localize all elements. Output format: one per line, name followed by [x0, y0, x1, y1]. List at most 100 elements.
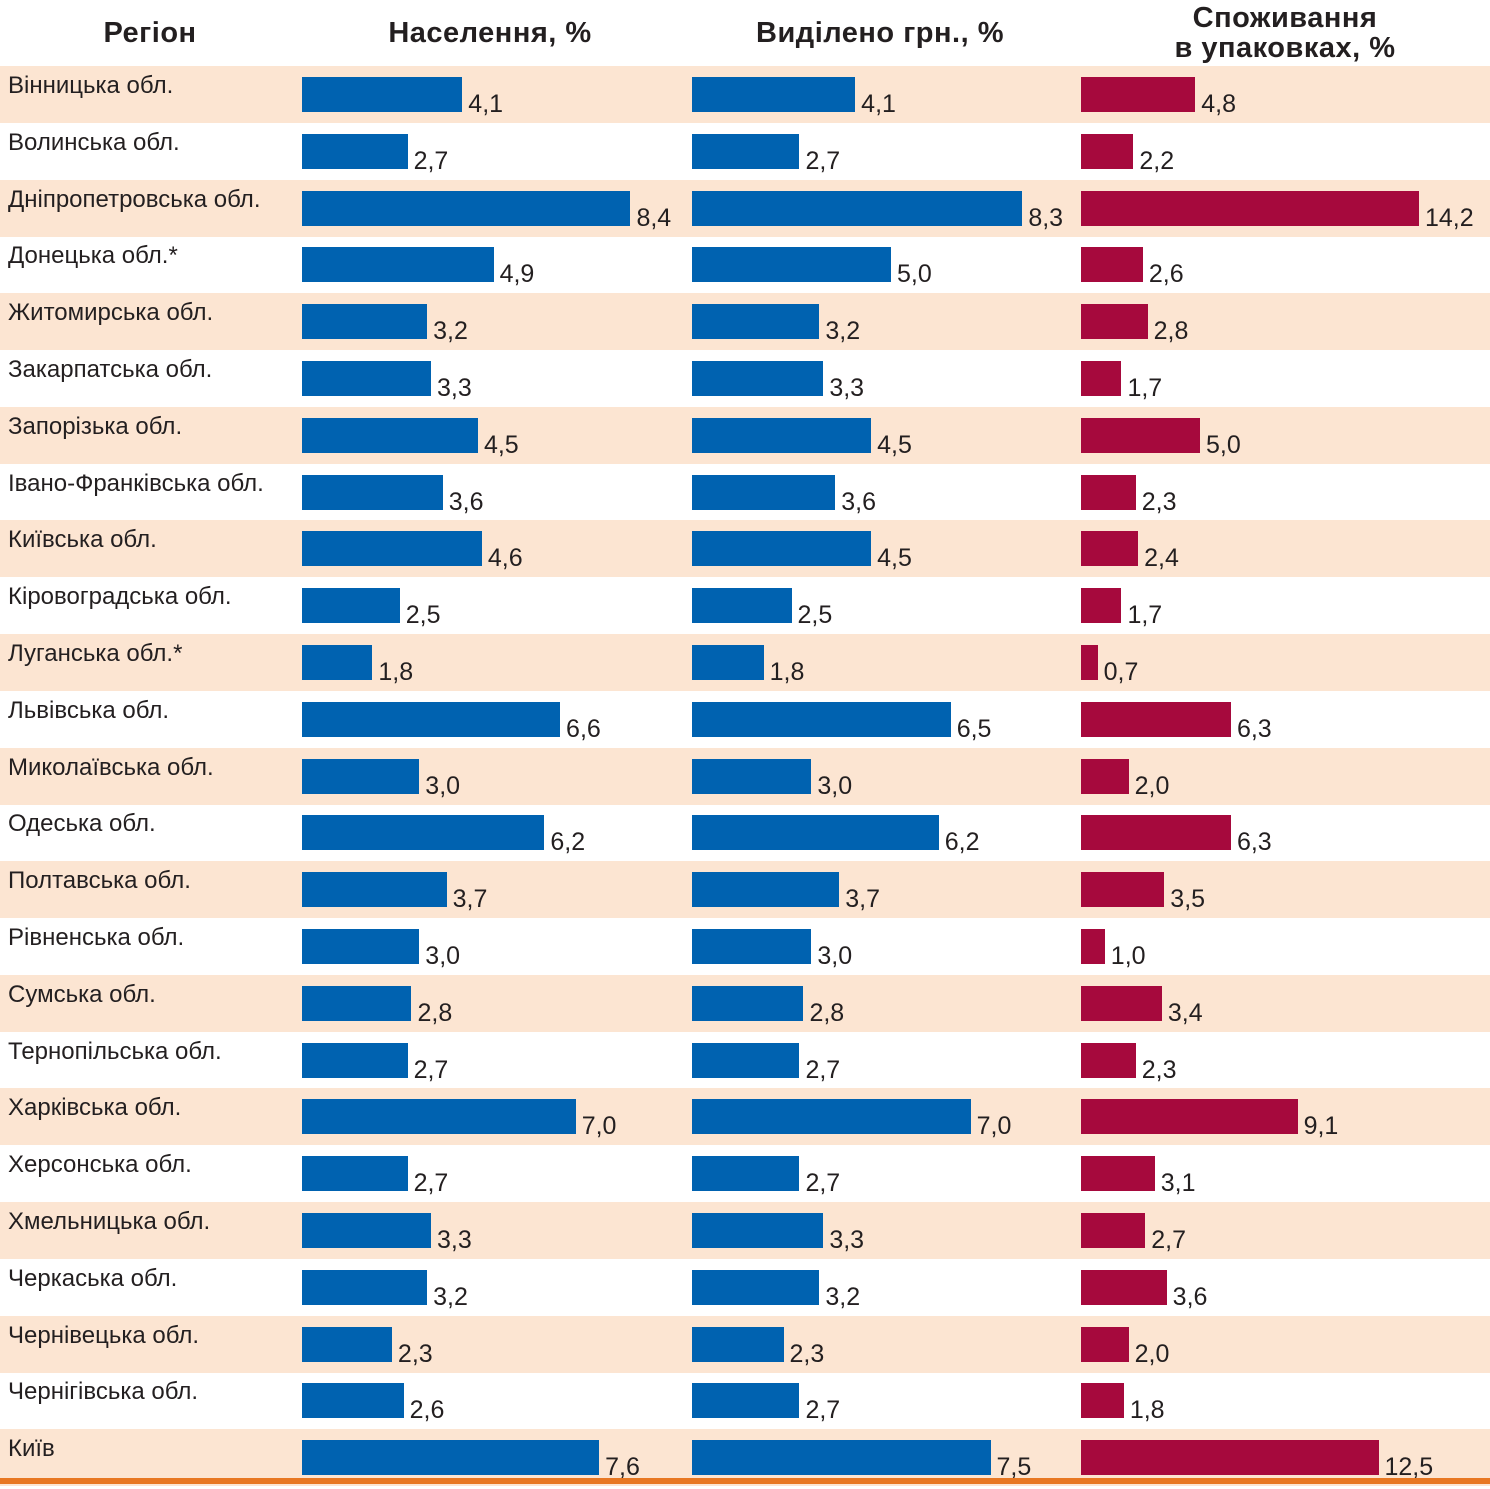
region-label: Чернівецька обл.: [8, 1321, 200, 1349]
allocated-value-label: 3,2: [825, 317, 861, 346]
header-allocated: Виділено грн., %: [756, 17, 1004, 49]
allocated-bar: [692, 1326, 784, 1362]
consumption-bar: [1081, 815, 1231, 851]
population-bar: [302, 872, 447, 908]
allocated-bar: [692, 815, 939, 851]
allocated-value-label: 2,3: [789, 1339, 825, 1368]
allocated-value-label: 4,5: [877, 544, 912, 573]
region-label: Волинська обл.: [8, 128, 180, 156]
chart-row: Запорізька обл. 4,5 4,5 5,0: [0, 406, 1490, 464]
allocated-bar: [692, 1042, 800, 1078]
allocated-value-label: 2,7: [805, 1055, 841, 1084]
population-value-label: 2,3: [397, 1339, 433, 1368]
consumption-bar: [1081, 701, 1231, 737]
chart-row: Одеська обл. 6,2 6,2 6,3: [0, 804, 1490, 861]
population-value-label: 3,6: [448, 487, 484, 516]
consumption-bar: [1081, 190, 1419, 226]
chart-row: Кіровоградська обл. 2,5 2,5 1,7: [0, 577, 1490, 634]
allocated-bar: [692, 985, 804, 1021]
region-label: Сумська обл.: [8, 980, 156, 1008]
region-label: Херсонська обл.: [8, 1151, 192, 1179]
chart-row: Житомирська обл. 3,2 3,2 2,8: [0, 293, 1490, 351]
allocated-value-label: 4,5: [877, 430, 912, 459]
population-value-label: 4,5: [483, 430, 519, 459]
consumption-value-label: 5,0: [1206, 430, 1241, 459]
consumption-bar: [1081, 1099, 1298, 1135]
consumption-value-label: 3,4: [1167, 998, 1203, 1027]
consumption-value-label: 6,3: [1236, 714, 1272, 743]
header-consumption: Споживання в упаковках, %: [1174, 2, 1396, 64]
population-value-label: 6,6: [566, 714, 601, 743]
consumption-value-label: 2,8: [1153, 317, 1189, 346]
chart-row: Чернігівська обл. 2,6 2,7 1,8: [0, 1372, 1490, 1429]
region-label: Запорізька обл.: [8, 412, 183, 440]
chart-row: Тернопільська обл. 2,7 2,7 2,3: [0, 1032, 1490, 1089]
allocated-bar: [692, 1099, 971, 1135]
population-value-label: 3,0: [425, 942, 461, 970]
population-bar: [302, 361, 432, 396]
allocated-bar: [692, 701, 951, 737]
allocated-value-label: 3,0: [817, 771, 853, 800]
chart-row: Чернівецька обл. 2,3 2,3 2,0: [0, 1315, 1490, 1373]
region-label: Київ: [8, 1435, 55, 1463]
region-label: Полтавська обл.: [8, 867, 191, 895]
region-label: Київська обл.: [8, 526, 157, 554]
population-value-label: 4,1: [468, 90, 504, 118]
population-value-label: 3,3: [437, 374, 472, 402]
consumption-bar: [1081, 929, 1105, 964]
chart-row: Черкаська обл. 3,2 3,2 3,6: [0, 1259, 1490, 1316]
chart-row: Донецька обл.* 4,9 5,0 2,6: [0, 236, 1490, 293]
consumption-bar: [1081, 872, 1165, 908]
population-bar: [302, 1269, 428, 1305]
population-bar: [302, 531, 482, 567]
population-value-label: 2,6: [409, 1396, 445, 1425]
consumption-value-label: 1,7: [1127, 374, 1163, 402]
population-bar: [302, 133, 408, 169]
population-bar: [302, 247, 494, 283]
population-bar: [302, 474, 443, 510]
consumption-bar: [1081, 1269, 1167, 1305]
allocated-value-label: 8,3: [1028, 203, 1064, 232]
consumption-value-label: 14,2: [1424, 203, 1474, 232]
region-label: Одеська обл.: [8, 810, 156, 838]
consumption-bar: [1081, 588, 1122, 624]
chart-row: Рівненська обл. 3,0 3,0 1,0: [0, 918, 1490, 975]
region-label: Закарпатська обл.: [8, 356, 213, 383]
allocated-value-label: 2,5: [797, 601, 833, 630]
population-bar: [302, 815, 545, 851]
consumption-value-label: 1,0: [1110, 942, 1146, 970]
chart-row: Дніпропетровська обл. 8,4 8,3 14,2: [0, 179, 1490, 237]
region-label: Кіровоградська обл.: [8, 583, 232, 611]
allocated-value-label: 7,5: [996, 1453, 1032, 1482]
consumption-bar: [1081, 417, 1200, 453]
allocated-bar: [692, 929, 812, 964]
allocated-bar: [692, 247, 891, 283]
region-label: Житомирська обл.: [8, 299, 214, 327]
allocated-bar: [692, 474, 836, 510]
header-population: Населення, %: [388, 17, 592, 49]
consumption-value-label: 0,7: [1103, 658, 1139, 686]
population-bar: [302, 1383, 404, 1419]
allocated-bar: [692, 77, 856, 112]
chart-row: Миколаївська обл. 3,0 3,0 2,0: [0, 747, 1490, 805]
consumption-bar: [1081, 645, 1098, 680]
population-bar: [302, 929, 420, 964]
population-value-label: 2,5: [405, 601, 441, 630]
population-bar: [302, 1099, 576, 1135]
allocated-bar: [692, 872, 840, 908]
population-value-label: 3,3: [437, 1226, 472, 1254]
consumption-bar: [1081, 247, 1143, 283]
chart-row: Вінницька обл. 4,1 4,1 4,8: [0, 66, 1490, 123]
allocated-value-label: 3,6: [841, 487, 877, 516]
consumption-value-label: 2,0: [1134, 771, 1170, 800]
population-bar: [302, 1440, 600, 1476]
allocated-value-label: 2,7: [805, 146, 841, 175]
chart-row: Луганська обл.* 1,8 1,8 0,7: [0, 634, 1490, 691]
region-label: Хмельницька обл.: [8, 1208, 211, 1235]
allocated-value-label: 3,2: [825, 1282, 861, 1311]
consumption-value-label: 12,5: [1384, 1453, 1434, 1482]
allocated-value-label: 5,0: [897, 260, 932, 289]
consumption-value-label: 2,3: [1141, 487, 1177, 516]
allocated-bar: [692, 417, 872, 453]
